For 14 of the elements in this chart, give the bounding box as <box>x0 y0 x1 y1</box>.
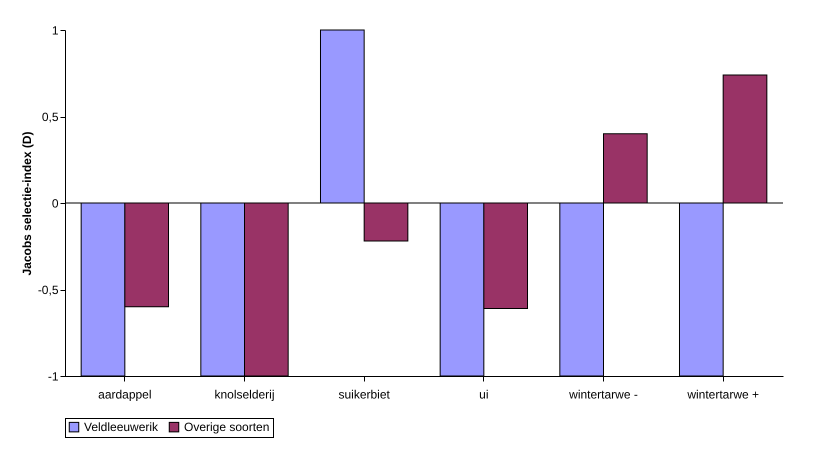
x-tick-label: aardappel <box>98 388 152 402</box>
y-tick-label: 0,5 <box>42 110 59 124</box>
x-tick-label: wintertarwe - <box>568 388 638 402</box>
y-tick-label: 1 <box>52 24 59 38</box>
y-tick-label: -1 <box>48 370 59 384</box>
legend-label: Veldleeuwerik <box>84 420 160 434</box>
y-tick-label: 0 <box>52 196 59 210</box>
y-axis-title: Jacobs selectie-index (D) <box>20 131 34 276</box>
x-tick-label: wintertarwe + <box>686 388 760 402</box>
x-tick-label: knolselderij <box>214 388 275 402</box>
legend-label: Overige soorten <box>184 420 270 434</box>
x-tick-label: ui <box>479 388 489 402</box>
y-tick-label: -0,5 <box>38 283 59 297</box>
x-tick-label: suikerbiet <box>338 388 391 402</box>
